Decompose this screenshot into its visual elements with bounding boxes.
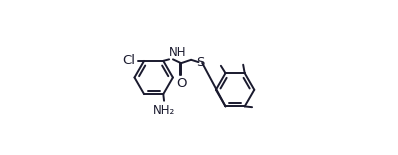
Text: NH: NH xyxy=(169,46,187,59)
Text: S: S xyxy=(196,56,205,69)
Text: O: O xyxy=(176,77,186,90)
Text: NH₂: NH₂ xyxy=(153,104,175,117)
Text: Cl: Cl xyxy=(123,54,136,67)
